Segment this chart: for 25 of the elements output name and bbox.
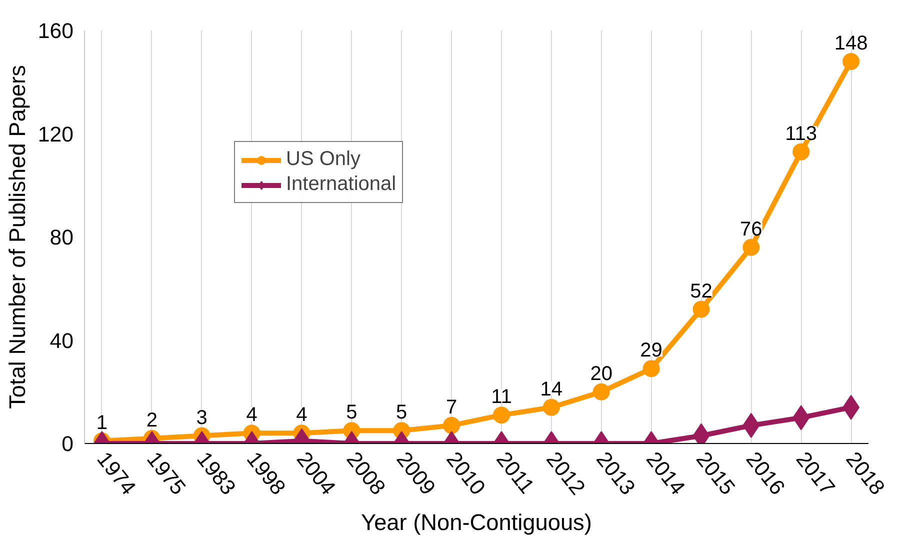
data-label: 3 [196,406,208,429]
data-label: 5 [396,402,408,424]
data-label: 52 [690,280,712,302]
data-label: 148 [834,32,868,54]
y-axis-title: Total Number of Published Papers [4,65,30,409]
data-label: 4 [296,404,308,426]
y-tick-label: 80 [50,226,74,250]
legend-label: US Only [286,148,360,171]
data-label: 1 [96,412,108,434]
y-tick-label: 120 [38,122,74,146]
data-label: 14 [540,378,563,400]
data-label: 7 [446,396,458,418]
y-tick-label: 0 [62,432,74,456]
data-label: 76 [740,218,762,240]
data-label: 11 [491,386,512,408]
legend-label: International [286,173,396,196]
x-axis-title: Year (Non-Contiguous) [361,508,592,535]
data-label: 5 [346,402,358,424]
y-tick-label: 160 [38,19,74,43]
data-label: 29 [640,340,662,362]
data-label: 20 [590,362,612,385]
data-label: 113 [785,122,818,145]
y-tick-label: 40 [50,328,74,353]
data-label: 4 [246,404,258,426]
data-label: 2 [146,409,158,432]
